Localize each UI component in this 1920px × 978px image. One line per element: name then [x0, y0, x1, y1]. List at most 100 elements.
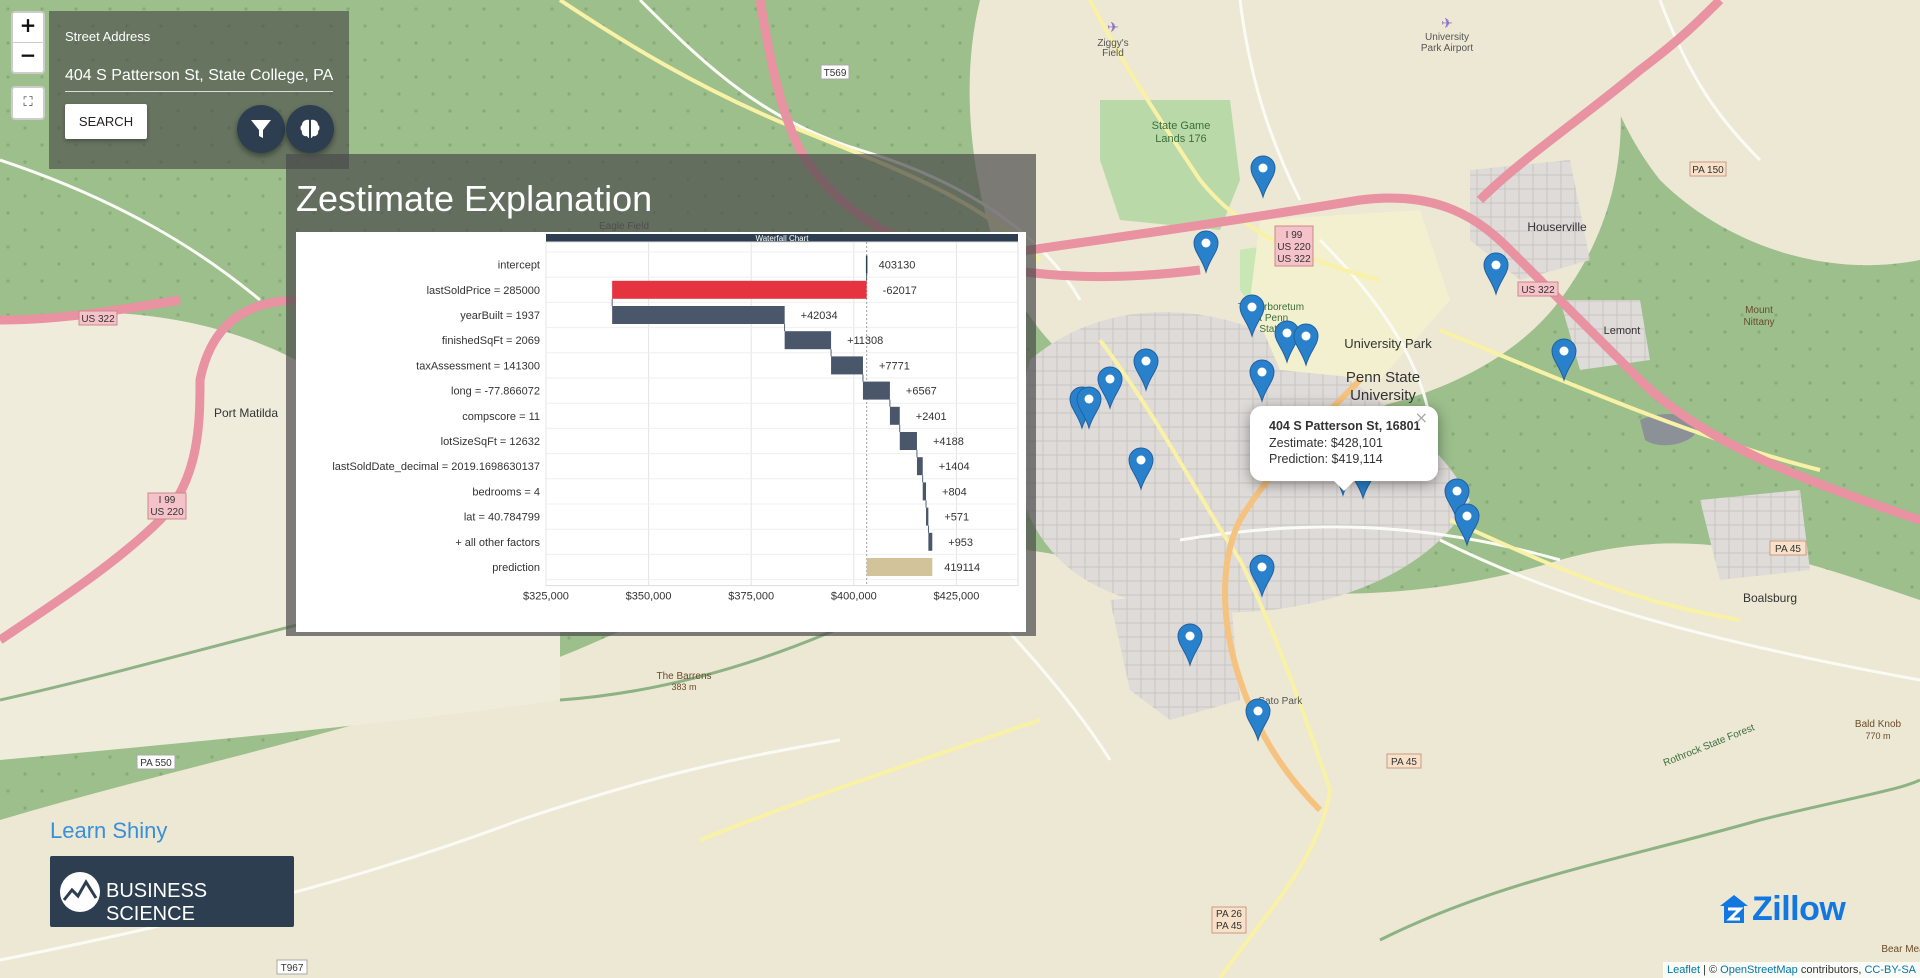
- map-marker-dot: [1201, 238, 1211, 248]
- feature-label: lastSoldDate_decimal = 2019.1698630137: [332, 461, 540, 473]
- map-marker-dot: [1301, 331, 1311, 341]
- svg-text:PA 550: PA 550: [140, 758, 172, 769]
- svg-text:I 99: I 99: [1286, 230, 1303, 241]
- map-marker-dot: [1282, 328, 1292, 338]
- osm-link[interactable]: OpenStreetMap: [1720, 964, 1798, 976]
- map-marker-dot: [1084, 394, 1094, 404]
- property-popup: 404 S Patterson St, 16801 Zestimate: $42…: [1250, 406, 1438, 491]
- svg-text:US 322: US 322: [81, 314, 115, 325]
- map-marker-dot: [1491, 260, 1501, 270]
- map-marker-icon[interactable]: [1444, 478, 1470, 522]
- x-tick-label: $425,000: [933, 591, 979, 603]
- waterfall-bar: [866, 558, 933, 576]
- map-marker-dot: [1258, 163, 1268, 173]
- svg-text:T967: T967: [281, 963, 304, 974]
- svg-text:Lemont: Lemont: [1604, 325, 1641, 337]
- waterfall-bar: [612, 280, 867, 299]
- map-marker-dot: [1185, 631, 1195, 641]
- map-marker-icon[interactable]: [1483, 252, 1509, 296]
- svg-text:State Game: State Game: [1152, 120, 1211, 132]
- data-label: -62017: [883, 285, 917, 297]
- svg-text:The Barrens: The Barrens: [656, 671, 711, 682]
- svg-text:Boalsburg: Boalsburg: [1743, 591, 1797, 605]
- map-marker-icon[interactable]: [1177, 623, 1203, 667]
- map-marker-icon[interactable]: [1245, 698, 1271, 742]
- map-marker-icon[interactable]: [1250, 155, 1276, 199]
- map-marker-icon[interactable]: [1076, 386, 1102, 430]
- svg-text:✈: ✈: [1441, 16, 1453, 32]
- svg-text:PA 45: PA 45: [1391, 757, 1417, 768]
- data-label: 403130: [879, 260, 916, 272]
- svg-text:Cato Park: Cato Park: [1258, 696, 1303, 707]
- street-address-input[interactable]: [65, 61, 333, 92]
- data-label: +2401: [916, 411, 947, 423]
- waterfall-bar: [784, 331, 832, 350]
- waterfall-bar: [922, 482, 927, 501]
- svg-text:University Park: University Park: [1344, 336, 1432, 351]
- search-button[interactable]: SEARCH: [65, 104, 147, 139]
- map-attribution: Leaflet | © OpenStreetMap contributors, …: [1662, 962, 1920, 978]
- feature-label: lat = 40.784799: [464, 512, 540, 524]
- svg-text:US 220: US 220: [150, 507, 184, 518]
- map-marker-icon[interactable]: [1097, 366, 1123, 410]
- feature-label: prediction: [492, 562, 540, 574]
- x-tick-label: $375,000: [728, 591, 774, 603]
- svg-text:Houserville: Houserville: [1527, 220, 1587, 234]
- map-marker-icon[interactable]: [1249, 359, 1275, 403]
- svg-text:Port Matilda: Port Matilda: [214, 406, 278, 420]
- zoom-control: + −: [11, 11, 45, 74]
- fullscreen-icon: ⛶: [23, 94, 33, 109]
- zillow-wordmark: Zillow: [1752, 890, 1846, 928]
- map-marker-icon[interactable]: [1249, 554, 1275, 598]
- waterfall-bar: [916, 457, 923, 476]
- map-marker-icon[interactable]: [1239, 294, 1265, 338]
- filter-icon: [251, 120, 271, 138]
- data-label: +7771: [879, 360, 910, 372]
- popup-tip: [1334, 481, 1354, 491]
- filter-button[interactable]: [237, 105, 285, 153]
- attribution-contrib: contributors,: [1797, 964, 1865, 976]
- feature-label: compscore = 11: [462, 411, 540, 423]
- svg-text:at Penn: at Penn: [1254, 313, 1288, 324]
- popup-zestimate: Zestimate: $428,101: [1269, 436, 1383, 450]
- data-label: +953: [948, 537, 973, 549]
- map-marker-dot: [1462, 511, 1472, 521]
- business-science-logo: [60, 872, 100, 912]
- map-marker-icon[interactable]: [1133, 348, 1159, 392]
- svg-text:Mount: Mount: [1745, 305, 1773, 316]
- svg-text:US 220: US 220: [1277, 242, 1311, 253]
- svg-text:US 322: US 322: [1277, 254, 1311, 265]
- popup-close-button[interactable]: ×: [1414, 408, 1428, 427]
- map-marker-icon[interactable]: [1128, 447, 1154, 491]
- x-tick-label: $400,000: [831, 591, 877, 603]
- feature-label: bedrooms = 4: [472, 486, 540, 498]
- attribution-sep: | ©: [1700, 964, 1721, 976]
- zoom-in-button[interactable]: +: [19, 13, 37, 37]
- brain-button[interactable]: [286, 105, 334, 153]
- svg-text:PA 26: PA 26: [1216, 909, 1242, 920]
- data-label: +804: [942, 486, 967, 498]
- svg-text:US 322: US 322: [1521, 285, 1555, 296]
- map-marker-icon[interactable]: [1454, 503, 1480, 547]
- waterfall-chart-container: Waterfall Chart $325,000 $350,000 $375,000 $…: [296, 232, 1026, 632]
- business-science-badge[interactable]: BUSINESS SCIENCE: [50, 856, 294, 927]
- map-marker-dot: [1257, 367, 1267, 377]
- map-marker-dot: [1253, 706, 1263, 716]
- leaflet-link[interactable]: Leaflet: [1666, 964, 1700, 976]
- waterfall-bar: [862, 381, 890, 400]
- brain-icon: [300, 119, 320, 138]
- svg-text:T569: T569: [824, 68, 847, 79]
- zillow-icon: [1720, 895, 1748, 923]
- svg-text:University: University: [1425, 32, 1469, 43]
- license-link[interactable]: CC-BY-SA: [1864, 964, 1916, 976]
- fullscreen-button[interactable]: ⛶: [11, 86, 45, 120]
- map-marker-icon[interactable]: [1551, 338, 1577, 382]
- map-marker-dot: [1141, 356, 1151, 366]
- map-marker-icon[interactable]: [1193, 230, 1219, 274]
- zillow-logo: Zillow: [1718, 890, 1846, 930]
- learn-shiny-link[interactable]: Learn Shiny: [50, 818, 168, 843]
- street-address-label: Street Address: [65, 29, 151, 44]
- zoom-out-button[interactable]: −: [13, 42, 43, 72]
- map-marker-dot: [1105, 374, 1115, 384]
- map-marker-icon[interactable]: [1293, 323, 1319, 367]
